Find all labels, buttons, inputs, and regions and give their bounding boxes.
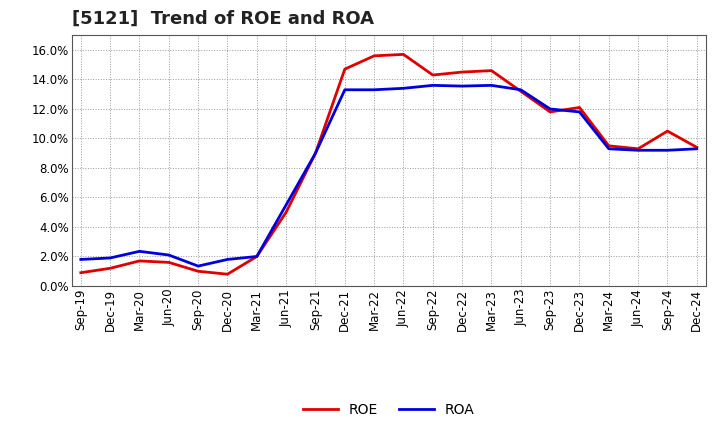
- ROA: [663, 148, 672, 153]
- ROA: [634, 148, 642, 153]
- ROA: [164, 253, 173, 258]
- ROE: [575, 105, 584, 110]
- ROA: [458, 84, 467, 89]
- ROA: [487, 83, 496, 88]
- ROE: [516, 88, 525, 94]
- ROE: [428, 73, 437, 78]
- ROA: [223, 257, 232, 262]
- ROE: [399, 52, 408, 57]
- ROA: [253, 254, 261, 259]
- ROE: [76, 270, 85, 275]
- Text: [5121]  Trend of ROE and ROA: [5121] Trend of ROE and ROA: [72, 10, 374, 28]
- Line: ROE: ROE: [81, 55, 697, 274]
- ROA: [575, 109, 584, 114]
- ROA: [76, 257, 85, 262]
- ROA: [546, 106, 554, 112]
- ROA: [428, 83, 437, 88]
- ROE: [164, 260, 173, 265]
- ROE: [546, 109, 554, 114]
- ROA: [194, 264, 202, 269]
- ROE: [194, 268, 202, 274]
- ROE: [693, 145, 701, 150]
- ROA: [282, 202, 290, 208]
- ROA: [311, 150, 320, 156]
- ROE: [135, 258, 144, 264]
- ROE: [458, 70, 467, 75]
- ROA: [341, 87, 349, 92]
- ROA: [399, 86, 408, 91]
- ROA: [693, 146, 701, 151]
- ROE: [223, 271, 232, 277]
- ROA: [370, 87, 379, 92]
- ROA: [605, 146, 613, 151]
- ROA: [516, 87, 525, 92]
- ROE: [253, 254, 261, 259]
- ROE: [605, 143, 613, 148]
- ROE: [311, 150, 320, 156]
- ROE: [663, 128, 672, 134]
- ROE: [634, 146, 642, 151]
- ROA: [135, 249, 144, 254]
- Legend: ROE, ROA: ROE, ROA: [303, 403, 474, 417]
- ROE: [487, 68, 496, 73]
- ROE: [282, 209, 290, 215]
- ROE: [341, 66, 349, 72]
- ROA: [106, 255, 114, 260]
- Line: ROA: ROA: [81, 85, 697, 266]
- ROE: [106, 266, 114, 271]
- ROE: [370, 53, 379, 59]
